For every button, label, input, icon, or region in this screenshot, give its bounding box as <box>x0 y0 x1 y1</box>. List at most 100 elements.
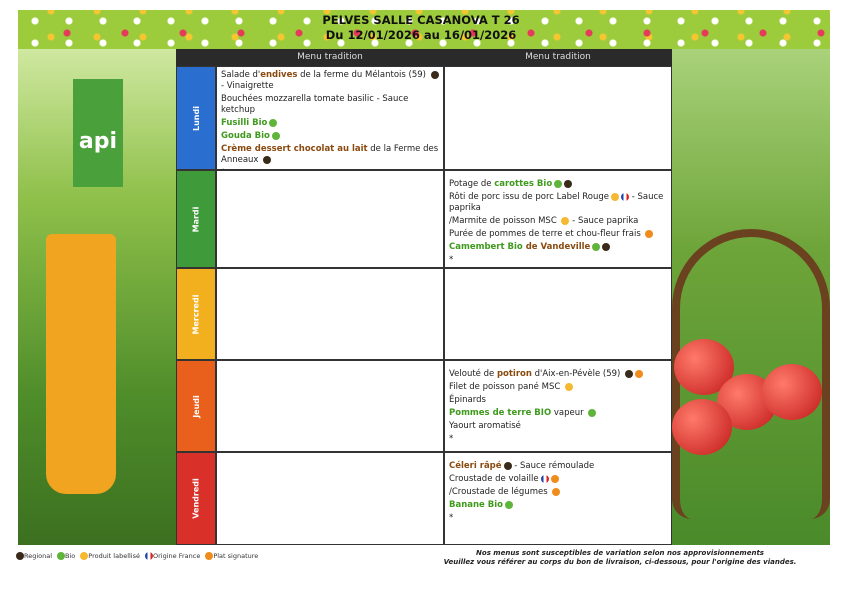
apple-basket-photo <box>672 49 830 545</box>
day-name: Jeudi <box>191 394 201 418</box>
dish-text: carottes Bio <box>494 179 553 189</box>
signature-icon <box>645 229 654 238</box>
day-name: Mardi <box>191 206 201 232</box>
header-corner <box>176 49 216 66</box>
menu-item: Fusilli Bio <box>221 118 439 129</box>
dish-text: /Croustade de légumes <box>449 487 551 497</box>
signature-icon <box>552 487 561 496</box>
menu-item: Pommes de terre BIO vapeur <box>449 408 667 419</box>
day-name: Vendredi <box>191 478 201 519</box>
dish-text: Camembert Bio <box>449 242 523 252</box>
dish-text: Croustade de volaille <box>449 474 539 484</box>
day-label: Mercredi <box>176 268 216 360</box>
menu-cell <box>216 268 444 360</box>
date-range: Du 12/01/2026 au 16/01/2026 <box>325 28 517 42</box>
dish-text: Salade d' <box>221 70 261 80</box>
column-header: Menu tradition <box>216 49 444 66</box>
boot-illustration <box>46 234 116 494</box>
menu-item: Rôti de porc issu de porc Label Rouge - … <box>449 192 667 214</box>
menu-cell: Potage de carottes Bio Rôti de porc issu … <box>444 170 672 268</box>
menu-item: Salade d'endives de la ferme du Mélantoi… <box>221 70 439 92</box>
menu-item: * <box>449 255 667 266</box>
menu-item: * <box>449 434 667 445</box>
disclaimer: Nos menus sont susceptibles de variation… <box>440 549 800 567</box>
labellise-icon <box>80 552 89 560</box>
menu-item: Croustade de volaille <box>449 474 667 485</box>
day-label: Mardi <box>176 170 216 268</box>
day-label: Lundi <box>176 66 216 170</box>
bio-icon <box>588 408 597 417</box>
regional-icon <box>503 461 512 470</box>
legend-label: Produit labellisé <box>88 552 140 560</box>
dish-text: Yaourt aromatisé <box>449 421 521 431</box>
legend-label: Origine France <box>153 552 201 560</box>
menu-item: Potage de carottes Bio <box>449 179 667 190</box>
signature-icon <box>205 552 214 560</box>
dish-text: de la Ferme des Anneaux <box>221 144 439 165</box>
signature-icon <box>635 369 644 378</box>
menu-item: Céleri râpé - Sauce rémoulade <box>449 461 667 472</box>
dish-text: vapeur <box>551 408 587 418</box>
menu-item: Épinards <box>449 395 667 406</box>
bio-icon <box>592 242 601 251</box>
day-name: Mercredi <box>191 294 201 334</box>
regional-icon <box>602 242 611 251</box>
menu-cell <box>444 268 672 360</box>
dish-text: Velouté de <box>449 369 497 379</box>
dish-text: Purée de pommes de terre et chou-fleur f… <box>449 229 644 239</box>
regional-icon <box>16 552 24 560</box>
menu-item: /Croustade de légumes <box>449 487 667 498</box>
regional-icon <box>263 155 272 164</box>
regional-icon <box>430 70 439 79</box>
menu-cell <box>444 66 672 170</box>
menu-item: Banane Bio <box>449 500 667 511</box>
dish-text: Banane Bio <box>449 500 504 510</box>
dish-text: Gouda Bio <box>221 131 270 141</box>
regional-icon <box>625 369 634 378</box>
disclaimer-line: Nos menus sont susceptibles de variation… <box>476 549 764 557</box>
dish-text: d'Aix-en-Pévèle (59) <box>531 369 624 379</box>
menu-item: /Marmite de poisson MSC - Sauce paprika <box>449 216 667 227</box>
boots-photo: api <box>18 49 176 545</box>
dish-text: endives <box>260 70 298 80</box>
origine-france-icon <box>621 192 630 201</box>
dish-text: Céleri râpé <box>449 461 502 471</box>
dish-text: - Sauce paprika <box>569 216 639 226</box>
dish-text: Pommes de terre BIO <box>449 408 552 418</box>
labellise-icon <box>564 382 573 391</box>
labellise-icon <box>611 192 620 201</box>
polka-dot-banner <box>18 10 830 50</box>
origine-france-icon <box>540 474 549 483</box>
day-label: Jeudi <box>176 360 216 452</box>
disclaimer-line: Veuillez vous référer au corps du bon de… <box>443 558 797 566</box>
dish-text: - Sauce rémoulade <box>511 461 595 471</box>
dish-text: Épinards <box>449 395 486 405</box>
dish-text: Potage de <box>449 179 495 189</box>
signature-icon <box>550 474 559 483</box>
bio-icon <box>554 179 563 188</box>
day-label: Vendredi <box>176 452 216 545</box>
api-logo: api <box>73 79 123 187</box>
menu-cell <box>216 170 444 268</box>
menu-cell: Salade d'endives de la ferme du Mélantoi… <box>216 66 444 178</box>
column-header: Menu tradition <box>444 49 672 66</box>
menu-item: Crème dessert chocolat au lait de la Fer… <box>221 144 439 166</box>
bio-icon <box>271 131 280 140</box>
menu-item: Camembert Bio de Vandeville <box>449 242 667 253</box>
dish-text: de la ferme du Mélantois (59) <box>297 70 429 80</box>
menu-item: Purée de pommes de terre et chou-fleur f… <box>449 229 667 240</box>
labellise-icon <box>561 216 570 225</box>
menu-cell: Velouté de potiron d'Aix-en-Pévèle (59) … <box>444 360 672 452</box>
page-title: PELVES SALLE CASANOVA T 26 <box>322 13 520 27</box>
menu-item: Filet de poisson pané MSC <box>449 382 667 393</box>
menu-cell: Céleri râpé - Sauce rémoulade Croustade d… <box>444 452 672 545</box>
menu-item: Bouchées mozzarella tomate basilic - Sau… <box>221 94 439 116</box>
dish-text: Rôti de porc issu de porc Label Rouge <box>449 192 610 202</box>
dish-text: * <box>449 513 454 523</box>
regional-icon <box>564 179 573 188</box>
menu-item: Velouté de potiron d'Aix-en-Pévèle (59) <box>449 369 667 380</box>
menu-item: Gouda Bio <box>221 131 439 142</box>
legend-label: Plat signature <box>213 552 259 560</box>
menu-item: * <box>449 513 667 524</box>
menu-cell <box>216 360 444 452</box>
